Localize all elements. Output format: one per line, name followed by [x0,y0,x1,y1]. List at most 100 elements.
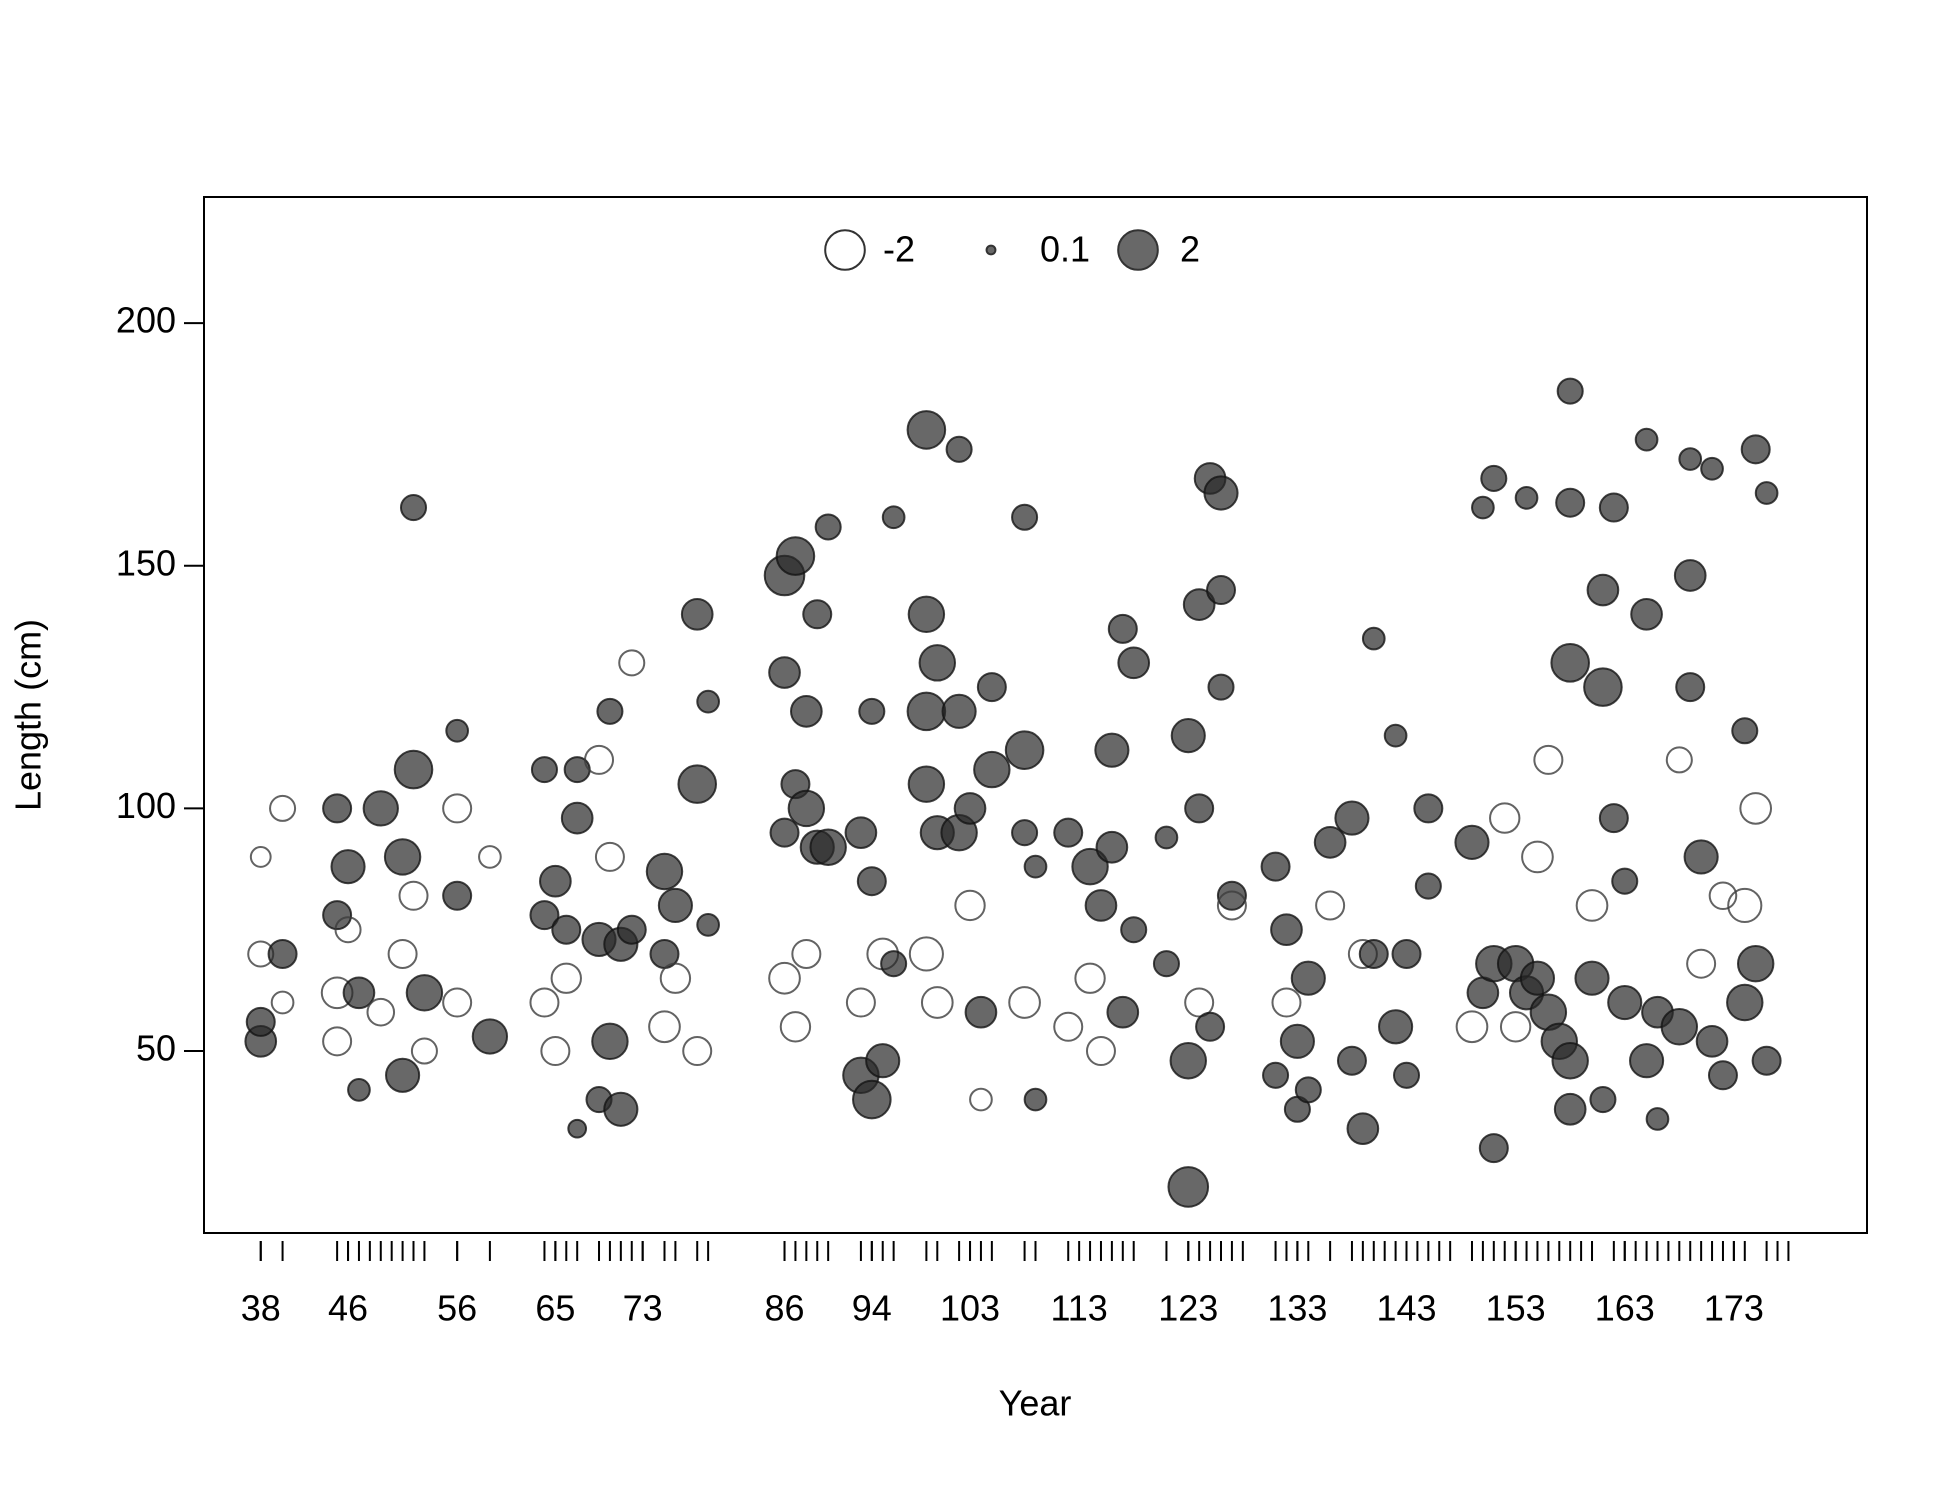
bubble [1392,1061,1421,1089]
bubble [591,1022,629,1061]
bubble [768,961,801,995]
bubble [405,974,444,1012]
bubble [1478,1133,1509,1164]
bubble [1315,890,1346,921]
bubble [530,756,558,784]
bubble [529,987,560,1018]
bubble [1740,434,1771,465]
bubble [362,790,399,827]
bubble [1290,960,1326,996]
bubble [1727,887,1763,924]
bubble [918,644,957,682]
legend-label: -2 [883,229,915,270]
bubble [249,846,272,868]
bubble [567,1118,588,1139]
x-tick-label: 46 [328,1288,368,1329]
bubble [1414,872,1442,900]
bubble [790,695,823,728]
bubble [1413,793,1444,824]
x-tick-label: 123 [1158,1288,1218,1329]
legend-symbol [824,229,866,271]
bubble [442,987,473,1018]
x-tick-label: 56 [437,1288,477,1329]
bubble [1586,573,1620,607]
bubble [1120,916,1148,944]
bubble [814,513,842,541]
bubble [1203,475,1239,511]
bubble [1391,938,1422,969]
bubble [1071,847,1109,886]
bubble [844,816,878,850]
bubble [645,852,684,891]
bubble [245,1006,276,1037]
bubble [1383,723,1408,748]
bubble [845,987,876,1018]
bubble [1207,673,1235,701]
x-tick-label: 113 [1050,1288,1107,1329]
x-axis-title: Year [999,1383,1072,1424]
bubble [347,1078,371,1102]
bubble [1170,718,1206,754]
bubble [1011,503,1039,531]
bubble [1154,825,1179,850]
bubble [1358,938,1389,969]
bubble [442,793,473,824]
bubble [1675,672,1706,703]
bubble [768,656,801,689]
bubble [383,838,422,876]
bubble [1152,950,1180,978]
bubble [1683,839,1719,875]
bubble [385,1057,421,1093]
bubble [1645,1107,1670,1131]
y-tick-label: 100 [116,785,176,826]
legend-label: 0.1 [1040,229,1090,270]
bubble [322,1026,353,1057]
bubble [399,494,428,522]
bubble [539,864,572,898]
bubble [540,1036,571,1067]
bubble [964,995,998,1029]
bubble [1754,481,1779,505]
bubble [973,750,1011,789]
bubble [1555,487,1586,518]
bubble [1629,1043,1665,1079]
x-tick-label: 133 [1267,1288,1327,1329]
bubble [529,900,560,931]
bubble [1094,732,1130,768]
bubble [1551,1042,1589,1080]
bubble [802,599,833,630]
bubble [787,789,826,828]
bubble [1607,984,1643,1021]
bubble [1700,456,1724,481]
bubble [1216,890,1247,921]
bubble [791,938,822,969]
bubble [1556,377,1584,405]
bubble [1169,1042,1207,1080]
bubble [603,1091,639,1127]
bubble [366,997,396,1027]
bubble [908,936,944,972]
bubble [1575,889,1609,922]
bubble [1739,792,1773,825]
x-tick-label: 163 [1595,1288,1655,1329]
bubble [907,765,946,803]
bubble [1182,588,1216,621]
y-tick-label: 200 [116,300,176,341]
bubble [953,792,987,825]
bubble [1206,575,1237,606]
bubble [471,1018,509,1055]
bubble [1686,948,1717,979]
bubble [775,536,816,576]
bubble [659,962,692,994]
bubble [442,880,473,911]
bubble [551,914,582,945]
bubble [1195,1011,1226,1042]
plot-frame [203,196,1868,1234]
x-tick-label: 65 [535,1288,575,1329]
bubble [696,913,720,937]
bubble [1611,867,1639,895]
bubble [1106,995,1140,1029]
bubble [1695,1024,1729,1058]
bubble [865,1043,901,1079]
bubble [954,889,986,922]
